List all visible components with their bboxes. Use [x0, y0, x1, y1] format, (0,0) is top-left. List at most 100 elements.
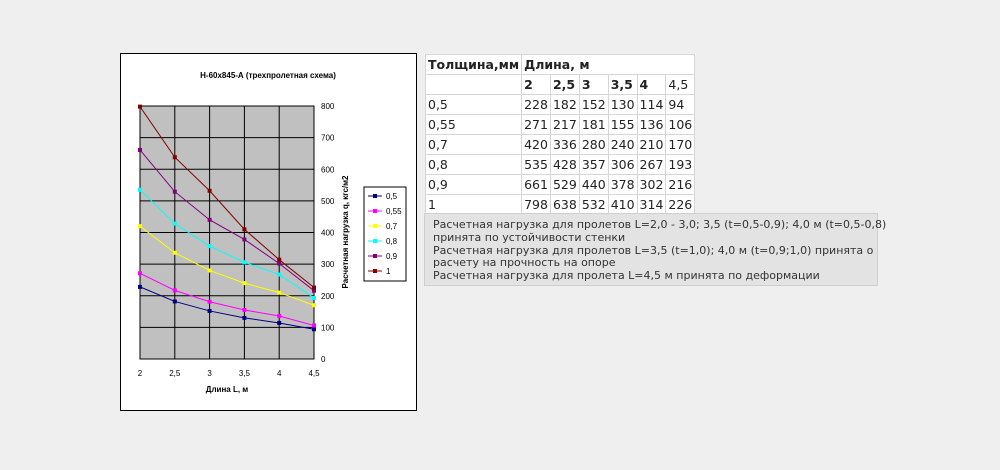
- value-cell: 240: [607, 134, 638, 155]
- value-cell: 216: [665, 174, 696, 195]
- value-cell: 267: [636, 154, 667, 175]
- value-cell: 638: [549, 194, 580, 215]
- x-tick-label: 2: [138, 369, 143, 378]
- value-cell: 217: [549, 114, 580, 135]
- table-header-row: Толщина,мм Длина, м: [424, 54, 696, 75]
- y-tick-label: 700: [321, 134, 335, 143]
- series-line: [139, 225, 315, 306]
- value-cell: 357: [578, 154, 609, 175]
- thickness-cell: 0,8: [424, 154, 523, 175]
- thickness-header: Толщина,мм: [424, 54, 523, 75]
- data-point: [242, 307, 247, 312]
- thickness-cell: 1: [424, 194, 523, 215]
- data-point: [242, 227, 247, 232]
- data-point: [172, 288, 177, 293]
- data-point: [207, 299, 212, 304]
- value-cell: 336: [549, 134, 580, 155]
- data-point: [312, 327, 316, 332]
- value-cell: 271: [521, 114, 551, 135]
- legend-marker: [373, 269, 377, 273]
- legend-label: 0,7: [386, 222, 398, 231]
- x-tick-label: 3: [207, 369, 212, 378]
- value-cell: 314: [636, 194, 667, 215]
- data-point: [312, 303, 316, 308]
- value-cell: 532: [578, 194, 609, 215]
- data-point: [172, 299, 177, 304]
- note-line-4: расчету на прочность на опоре: [433, 256, 616, 270]
- value-cell: 193: [665, 154, 696, 175]
- thickness-cell: 0,5: [424, 94, 523, 115]
- data-point: [312, 295, 316, 300]
- legend-label: 0,5: [386, 192, 398, 201]
- value-cell: 181: [578, 114, 609, 135]
- x-tick-label: 4: [277, 369, 282, 378]
- chart-title: Н-60х845-А (трехпролетная схема): [200, 71, 336, 80]
- legend-label: 0,8: [386, 237, 398, 246]
- length-column-header: 2,5: [549, 74, 580, 95]
- table-subheader-row: 2 2,5 3 3,5 4 4,5: [424, 74, 696, 95]
- length-column-header: 4: [636, 74, 667, 95]
- x-axis-label: Длина L, м: [206, 385, 249, 394]
- data-point: [312, 288, 316, 293]
- load-table: Толщина,мм Длина, м 2 2,5 3 3,5 4 4,5 0,5 228 182 1…: [424, 54, 696, 215]
- value-cell: 661: [521, 174, 551, 195]
- data-point: [207, 268, 212, 273]
- data-point: [277, 290, 282, 295]
- data-point: [242, 237, 247, 242]
- series-line: [139, 286, 315, 330]
- y-tick-label: 300: [321, 260, 335, 269]
- legend-label: 1: [386, 267, 391, 276]
- value-cell: 228: [521, 94, 551, 115]
- data-point: [242, 281, 247, 286]
- y-tick-label: 800: [321, 102, 335, 111]
- value-cell: 106: [665, 114, 696, 135]
- value-cell: 798: [521, 194, 551, 215]
- data-point: [277, 257, 282, 262]
- note-line-1: Расчетная нагрузка для пролетов L=2,0 - …: [433, 218, 887, 231]
- data-point: [207, 217, 212, 222]
- note-line-5: Расчетная нагрузка для пролета L=4,5 м п…: [433, 269, 820, 283]
- table-row: 0,5 228 182 152 130 114 94: [424, 94, 696, 115]
- series-line: [139, 189, 315, 299]
- data-point: [242, 315, 247, 320]
- thickness-cell: 0,9: [424, 174, 523, 195]
- y-tick-label: 0: [321, 355, 326, 364]
- data-point: [207, 308, 212, 313]
- series-line: [139, 272, 315, 326]
- value-cell: 529: [549, 174, 580, 195]
- value-cell: 114: [636, 94, 667, 115]
- data-point: [138, 104, 142, 109]
- legend-marker: [373, 224, 377, 228]
- x-tick-label: 3,5: [239, 369, 251, 378]
- y-tick-label: 500: [321, 197, 335, 206]
- y-tick-label: 400: [321, 229, 335, 238]
- legend-marker: [373, 194, 377, 198]
- value-cell: 428: [549, 154, 580, 175]
- value-cell: 94: [665, 94, 696, 115]
- data-point: [138, 147, 142, 152]
- value-cell: 440: [578, 174, 609, 195]
- series-line: [139, 106, 315, 288]
- legend: [363, 186, 407, 282]
- value-cell: 280: [578, 134, 609, 155]
- legend-marker: [373, 209, 377, 213]
- data-point: [207, 244, 212, 249]
- line-chart: 2 2,5 3 3,5 4 4,50 100 200 300 400 500 600 700 800 Н-6…: [138, 71, 407, 394]
- table-row: 1 798 638 532 410 314 226: [424, 194, 696, 215]
- y-tick-label: 200: [321, 292, 335, 301]
- legend-marker: [373, 239, 377, 243]
- note-line-3: Расчетная нагрузка для пролетов L=3,5 (t…: [433, 243, 874, 257]
- empty-cell: [424, 74, 523, 95]
- data-point: [172, 189, 177, 194]
- legend-label: 0,55: [386, 207, 402, 216]
- table-row: 0,8 535 428 357 306 267 193: [424, 154, 696, 175]
- y-tick-label: 100: [321, 323, 335, 332]
- value-cell: 155: [607, 114, 638, 135]
- chart-panel: 2 2,5 3 3,5 4 4,5 0 100 200 300 400 500 600 700 800 Н-6…: [120, 53, 417, 411]
- data-point: [172, 221, 177, 226]
- value-cell: 226: [665, 194, 696, 215]
- table-row: 0,55 271 217 181 155 136 106: [424, 114, 696, 135]
- value-cell: 306: [607, 154, 638, 175]
- length-header: Длина, м: [521, 54, 696, 75]
- note-line-2: принята по устойчивости стенки: [433, 230, 626, 244]
